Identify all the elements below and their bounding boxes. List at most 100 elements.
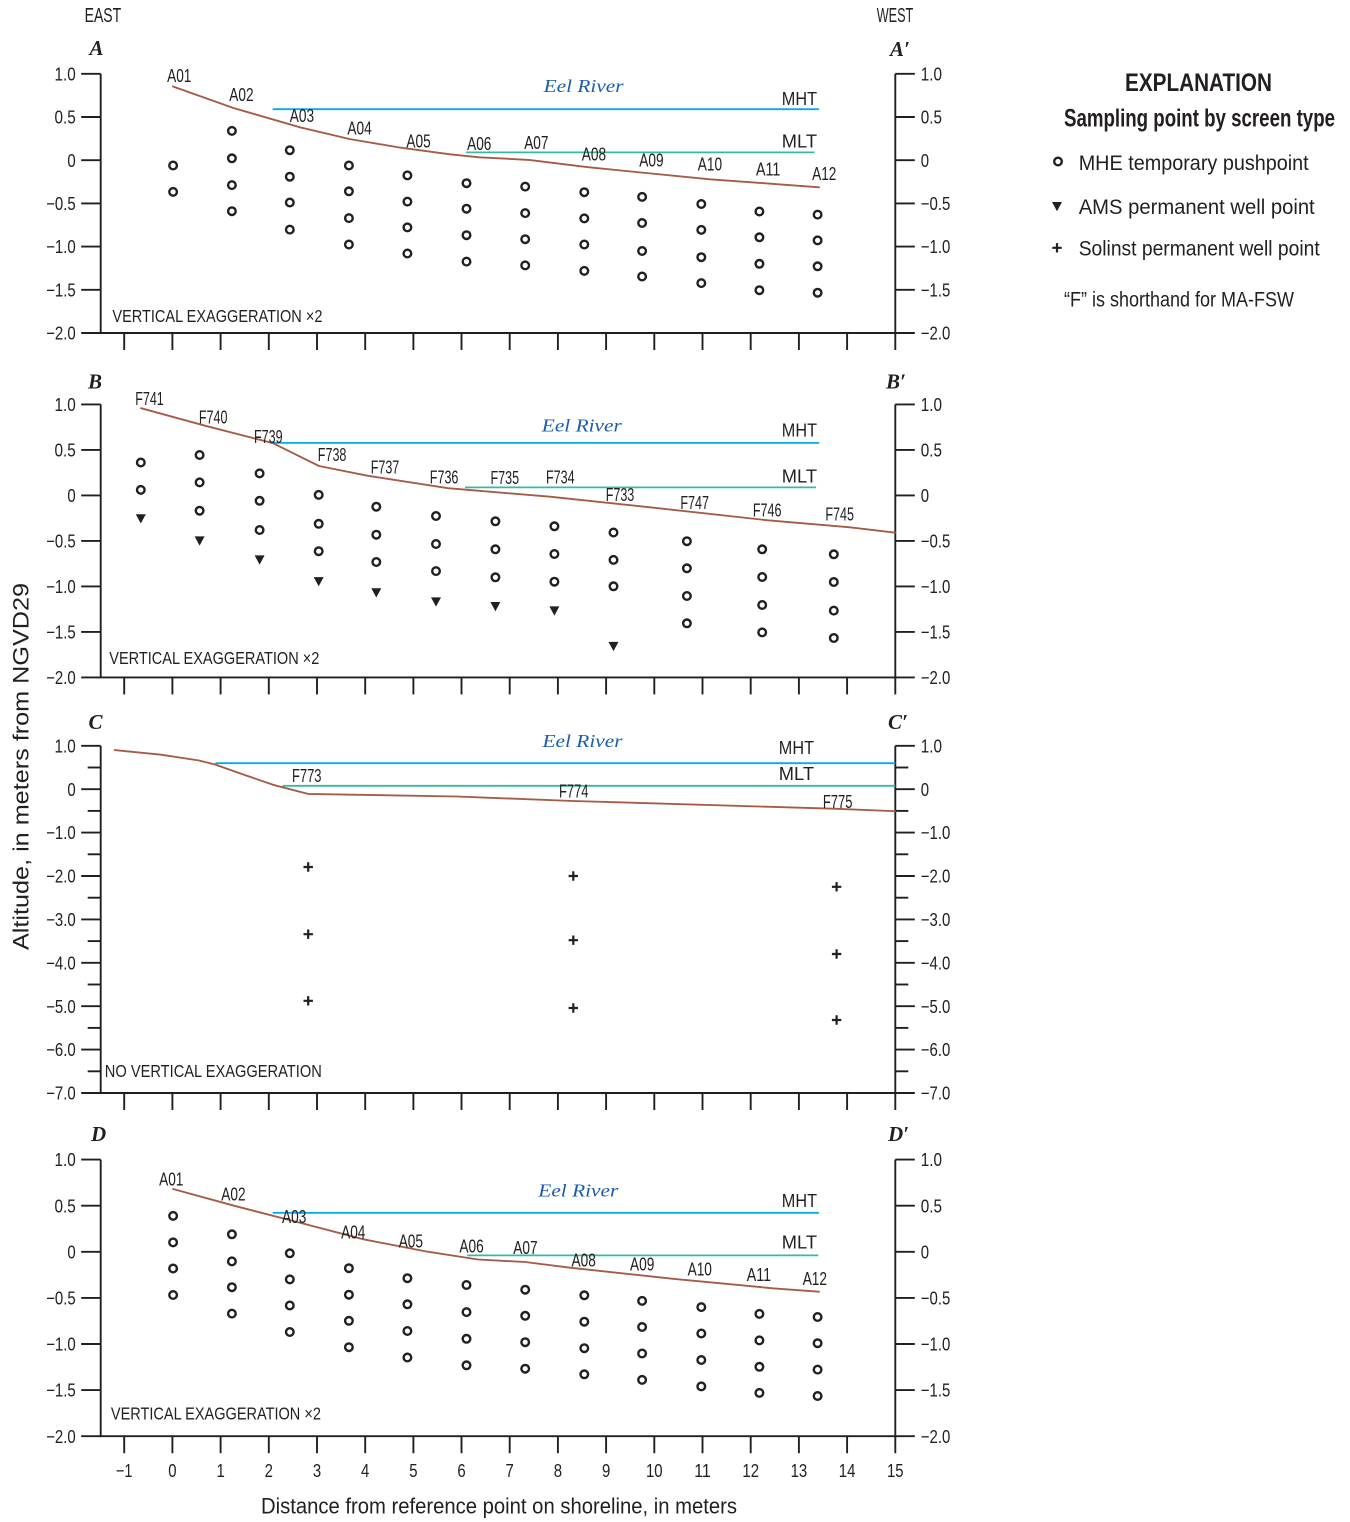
svg-text:F736: F736 [430,466,459,487]
svg-text:B: B [87,370,102,394]
svg-text:−4.0: −4.0 [46,952,76,973]
svg-text:−0.5: −0.5 [46,531,76,552]
svg-text:A03: A03 [290,105,314,126]
svg-text:−2.0: −2.0 [921,866,951,887]
svg-text:9: 9 [602,1460,610,1481]
svg-text:D: D [90,1122,106,1146]
svg-text:−6.0: −6.0 [46,1039,76,1060]
svg-text:−5.0: −5.0 [46,996,76,1017]
svg-text:WEST: WEST [877,5,914,27]
svg-text:3: 3 [313,1460,321,1481]
svg-text:0: 0 [921,150,929,171]
svg-text:−1.5: −1.5 [921,279,951,300]
svg-text:−3.0: −3.0 [921,909,951,930]
svg-text:MHT: MHT [782,1191,817,1211]
svg-text:1.0: 1.0 [55,735,76,756]
svg-text:0: 0 [67,150,75,171]
svg-text:A08: A08 [572,1249,596,1270]
svg-text:C′: C′ [888,710,908,734]
svg-text:A11: A11 [747,1264,771,1285]
svg-text:A05: A05 [406,130,430,151]
svg-text:Distance from reference point: Distance from reference point on shoreli… [261,1493,737,1518]
svg-text:NO VERTICAL EXAGGERATION: NO VERTICAL EXAGGERATION [105,1061,322,1081]
svg-text:F745: F745 [825,504,854,525]
svg-text:−1.0: −1.0 [46,236,76,257]
svg-text:F734: F734 [546,466,575,487]
svg-text:−0.5: −0.5 [921,531,951,552]
svg-text:A10: A10 [698,153,722,174]
svg-text:A12: A12 [803,1268,827,1289]
svg-text:Eel River: Eel River [537,1180,618,1200]
svg-text:VERTICAL EXAGGERATION ×2: VERTICAL EXAGGERATION ×2 [112,306,322,326]
svg-text:1.0: 1.0 [921,735,942,756]
svg-text:14: 14 [839,1460,856,1481]
svg-text:A07: A07 [524,132,548,153]
svg-text:F740: F740 [199,407,228,428]
svg-text:MLT: MLT [782,466,817,486]
svg-text:−1.5: −1.5 [46,1380,76,1401]
svg-text:−5.0: −5.0 [921,996,951,1017]
svg-text:A06: A06 [459,1235,483,1256]
svg-text:0.5: 0.5 [921,107,942,128]
svg-text:C: C [89,710,104,734]
svg-text:−1.0: −1.0 [921,1334,951,1355]
svg-text:F773: F773 [292,765,322,786]
svg-text:1: 1 [216,1460,224,1481]
svg-text:AMS permanent well point: AMS permanent well point [1079,195,1315,219]
svg-text:A03: A03 [282,1206,306,1227]
svg-text:MHT: MHT [782,89,817,109]
svg-text:EAST: EAST [85,5,122,27]
svg-text:A11: A11 [756,159,780,180]
svg-text:−1.0: −1.0 [46,1334,76,1355]
svg-text:1.0: 1.0 [55,394,76,415]
svg-text:Eel River: Eel River [542,76,623,96]
svg-text:D′: D′ [887,1122,909,1146]
svg-text:F746: F746 [753,500,782,521]
svg-text:1.0: 1.0 [921,63,942,84]
svg-text:0.5: 0.5 [921,1195,942,1216]
svg-text:A09: A09 [639,150,663,171]
svg-text:−7.0: −7.0 [46,1083,76,1104]
svg-text:−1.5: −1.5 [46,279,76,300]
svg-text:−2.0: −2.0 [921,667,951,688]
svg-text:12: 12 [742,1460,759,1481]
svg-text:EXPLANATION: EXPLANATION [1125,69,1272,97]
svg-text:0: 0 [168,1460,176,1481]
svg-text:F733: F733 [606,484,635,505]
svg-text:−0.5: −0.5 [921,1288,951,1309]
svg-text:−1.0: −1.0 [921,236,951,257]
svg-text:1.0: 1.0 [55,63,76,84]
svg-text:0: 0 [921,485,929,506]
svg-text:F739: F739 [254,426,283,447]
svg-text:−1: −1 [116,1460,133,1481]
svg-text:6: 6 [457,1460,465,1481]
svg-text:0.5: 0.5 [55,107,76,128]
svg-text:F735: F735 [491,467,520,488]
svg-text:MLT: MLT [782,1233,817,1253]
svg-text:A04: A04 [347,118,371,139]
svg-text:11: 11 [694,1460,711,1481]
svg-text:A01: A01 [159,1168,183,1189]
svg-text:A04: A04 [341,1221,365,1242]
svg-text:0: 0 [921,1241,929,1262]
svg-text:VERTICAL EXAGGERATION ×2: VERTICAL EXAGGERATION ×2 [111,1403,321,1423]
svg-text:−2.0: −2.0 [46,866,76,887]
svg-text:0: 0 [67,779,75,800]
svg-text:Eel River: Eel River [541,731,622,751]
svg-text:−3.0: −3.0 [46,909,76,930]
svg-text:2: 2 [265,1460,273,1481]
svg-text:“F” is shorthand for MA-FSW: “F” is shorthand for MA-FSW [1064,288,1295,312]
svg-text:A01: A01 [167,65,191,86]
svg-text:F738: F738 [318,444,347,465]
svg-text:1.0: 1.0 [55,1149,76,1170]
svg-text:−6.0: −6.0 [921,1039,951,1060]
svg-text:−1.0: −1.0 [46,576,76,597]
svg-text:MHE temporary pushpoint: MHE temporary pushpoint [1079,151,1309,175]
svg-text:0.5: 0.5 [55,440,76,461]
svg-text:13: 13 [791,1460,808,1481]
svg-text:A: A [88,36,104,60]
svg-text:F741: F741 [135,388,164,409]
svg-text:A02: A02 [229,84,253,105]
svg-text:−1.5: −1.5 [921,1380,951,1401]
svg-text:A08: A08 [582,144,606,165]
